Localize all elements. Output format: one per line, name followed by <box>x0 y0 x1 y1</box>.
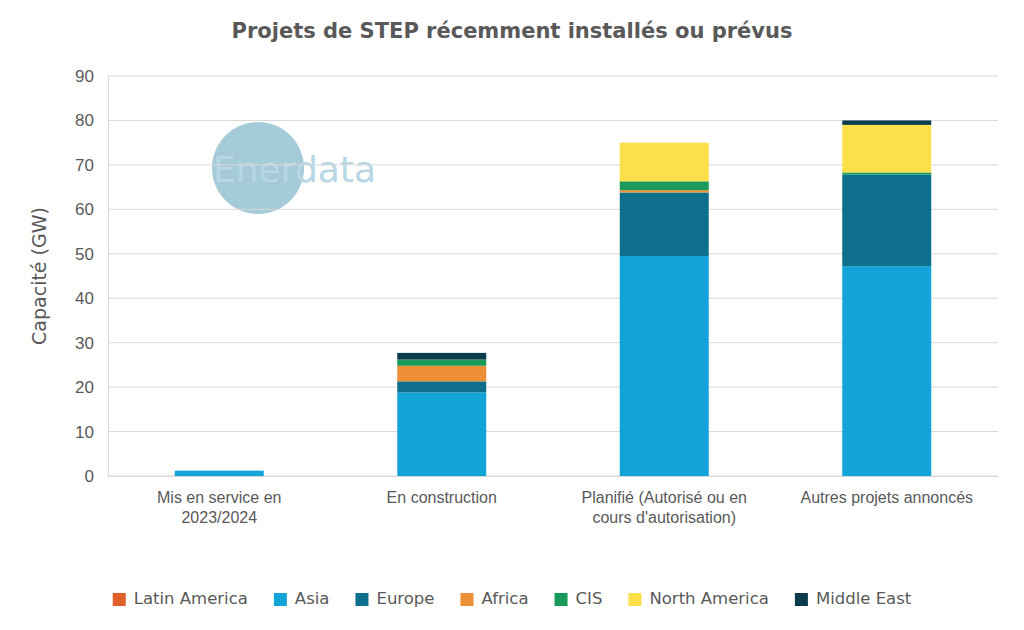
bar-segment <box>175 470 264 471</box>
bar-segment <box>620 190 709 192</box>
y-tick-label: 60 <box>75 200 94 219</box>
bar-segment <box>397 353 486 360</box>
y-tick: 80 <box>75 111 108 130</box>
y-tick-label: 90 <box>75 67 94 86</box>
y-axis-title: Capacité (GW) <box>28 207 50 345</box>
bar-segment <box>842 125 931 173</box>
legend-item: Middle East <box>795 589 912 608</box>
y-tick-label: 40 <box>75 289 94 308</box>
bar-segment <box>620 142 709 143</box>
y-tick: 30 <box>75 334 108 353</box>
x-axis-line <box>109 476 999 477</box>
y-tick-label: 80 <box>75 111 94 130</box>
x-tick: Autres projets annoncés <box>800 476 973 506</box>
bar-segment <box>397 360 486 366</box>
y-axis-line <box>108 77 109 477</box>
bar-segment <box>620 256 709 476</box>
series-2 <box>397 175 931 393</box>
bar-segment <box>620 181 709 190</box>
bar-segment <box>175 470 264 471</box>
grid <box>108 76 998 476</box>
y-tick: 90 <box>75 67 108 86</box>
grid-line <box>108 76 998 77</box>
y-tick: 10 <box>75 422 108 441</box>
y-tick-label: 30 <box>75 334 94 353</box>
y-tick-label: 50 <box>75 245 94 264</box>
x-tick: En construction <box>387 476 497 506</box>
y-tick-label: 70 <box>75 156 94 175</box>
x-axis: Mis en service en2023/2024 En constructio… <box>109 476 999 526</box>
y-tick: 20 <box>75 378 108 397</box>
y-tick: 70 <box>75 156 108 175</box>
bar-segment <box>397 392 486 476</box>
y-tick: 60 <box>75 200 108 219</box>
x-tick-label: En construction <box>387 489 497 506</box>
legend-swatch <box>274 593 287 606</box>
legend-item: Europe <box>355 589 434 608</box>
y-tick-label: 10 <box>75 422 94 441</box>
x-tick: Planifié (Autorisé ou encours d'autorisa… <box>582 476 747 526</box>
legend-label: CIS <box>576 589 603 608</box>
legend-label: Africa <box>481 589 528 608</box>
y-tick: 40 <box>75 289 108 308</box>
x-tick: Mis en service en2023/2024 <box>157 476 282 526</box>
legend-swatch <box>555 593 568 606</box>
legend: Latin America Asia Europe Africa CIS North Am… <box>113 589 912 608</box>
bar-segment <box>620 192 709 256</box>
bar-segment <box>175 470 264 471</box>
bar-segment <box>397 366 486 382</box>
series-5 <box>620 125 932 181</box>
legend-swatch <box>628 593 641 606</box>
bar-segment <box>620 143 709 182</box>
legend-swatch <box>795 593 808 606</box>
legend-item: North America <box>628 589 768 608</box>
x-tick-label: Mis en service en2023/2024 <box>157 489 282 526</box>
bar-segment <box>397 381 486 392</box>
legend-label: Latin America <box>134 589 248 608</box>
legend-label: Europe <box>376 589 434 608</box>
legend-label: North America <box>649 589 768 608</box>
legend-item: Latin America <box>113 589 248 608</box>
y-axis: 0 10 20 30 40 50 60 70 80 90 <box>75 67 108 486</box>
legend-item: Asia <box>274 589 330 608</box>
legend-swatch <box>355 593 368 606</box>
legend-item: Africa <box>460 589 528 608</box>
series-6 <box>397 120 931 359</box>
series-3 <box>397 190 709 381</box>
bar-segment <box>842 172 931 174</box>
legend-swatch <box>113 593 126 606</box>
y-tick-label: 0 <box>85 467 94 486</box>
x-tick-label: Autres projets annoncés <box>800 489 973 506</box>
series-4 <box>397 172 931 365</box>
legend-swatch <box>460 593 473 606</box>
chart: Enerdata Projets de STEP récemment instal… <box>0 0 1024 630</box>
x-tick-label: Planifié (Autorisé ou encours d'autorisa… <box>582 489 747 526</box>
y-tick: 0 <box>85 467 108 486</box>
bars <box>175 120 932 476</box>
bar-segment <box>175 470 264 471</box>
legend-item: CIS <box>555 589 603 608</box>
bar-segment <box>175 470 264 471</box>
y-tick-label: 20 <box>75 378 94 397</box>
bar-segment <box>842 175 931 267</box>
legend-label: Middle East <box>816 589 912 608</box>
legend-label: Asia <box>295 589 330 608</box>
bar-segment <box>842 120 931 124</box>
title: Projets de STEP récemment installés ou p… <box>232 19 793 43</box>
bar-segment <box>842 266 931 476</box>
bar-segment <box>175 471 264 476</box>
plot: 0 10 20 30 40 50 60 70 80 90 Mis en service en2023… <box>75 67 998 526</box>
y-tick: 50 <box>75 245 108 264</box>
logo-text: Enerdata <box>213 149 376 190</box>
series-1 <box>175 256 932 476</box>
